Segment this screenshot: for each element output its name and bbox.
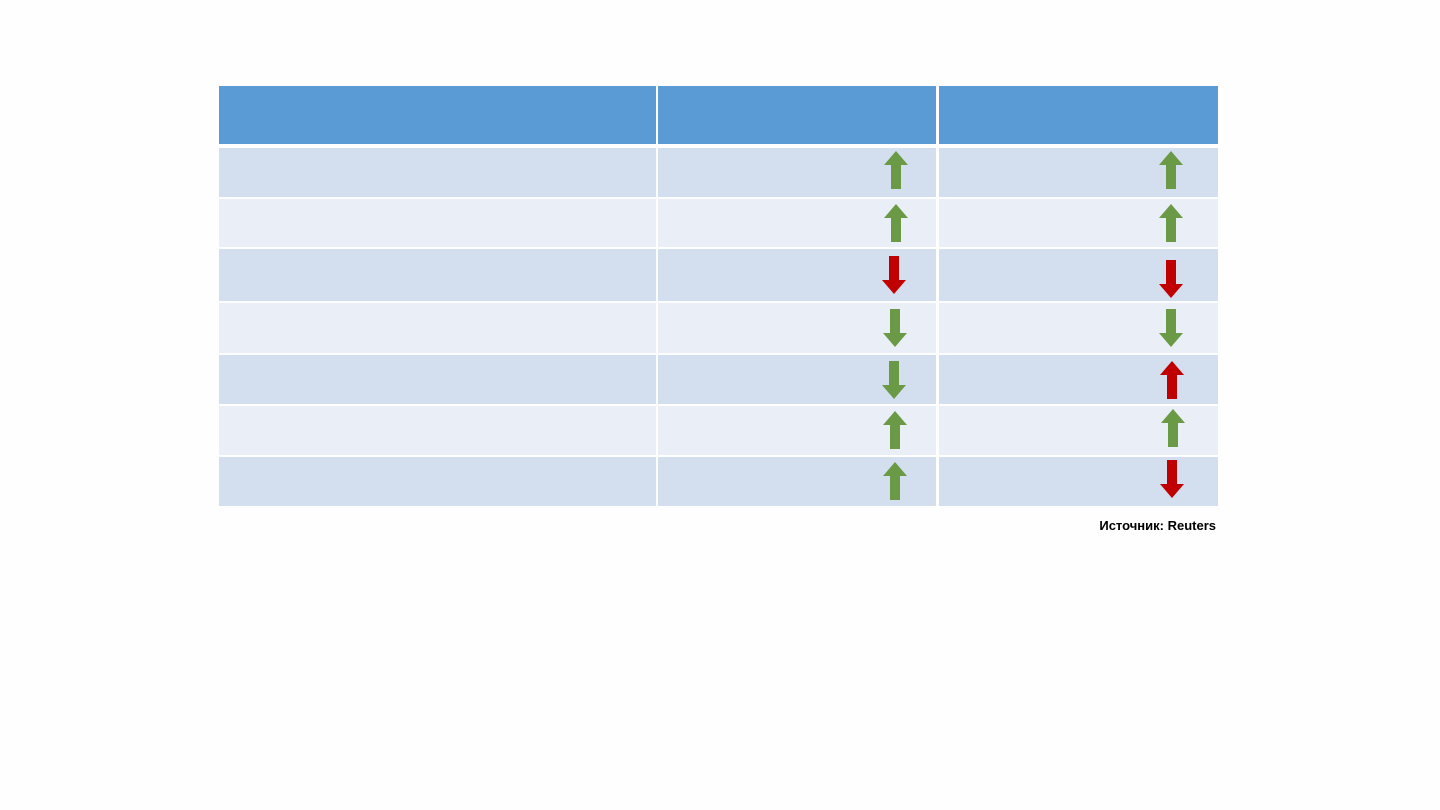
row [219,199,1218,247]
header-cell [939,86,1218,144]
row [219,148,1218,197]
table-body [219,148,1218,506]
row [219,406,1218,455]
cell [219,199,656,247]
header-cell [219,86,656,144]
row [219,457,1218,506]
source-note: Источник: Reuters [1099,518,1216,533]
cell [219,457,656,506]
cell [219,406,656,455]
cell [219,355,656,404]
cell [658,457,936,506]
row [219,355,1218,404]
cell [939,148,1218,197]
row [219,303,1218,353]
header-cell [658,86,936,144]
cell [658,148,936,197]
cell [658,303,936,353]
cell [219,249,656,301]
cell [219,303,656,353]
cell [219,148,656,197]
cell [658,406,936,455]
cell [658,199,936,247]
cell [939,199,1218,247]
cell [939,249,1218,301]
header-row [219,86,1218,144]
cell [939,303,1218,353]
row [219,249,1218,301]
